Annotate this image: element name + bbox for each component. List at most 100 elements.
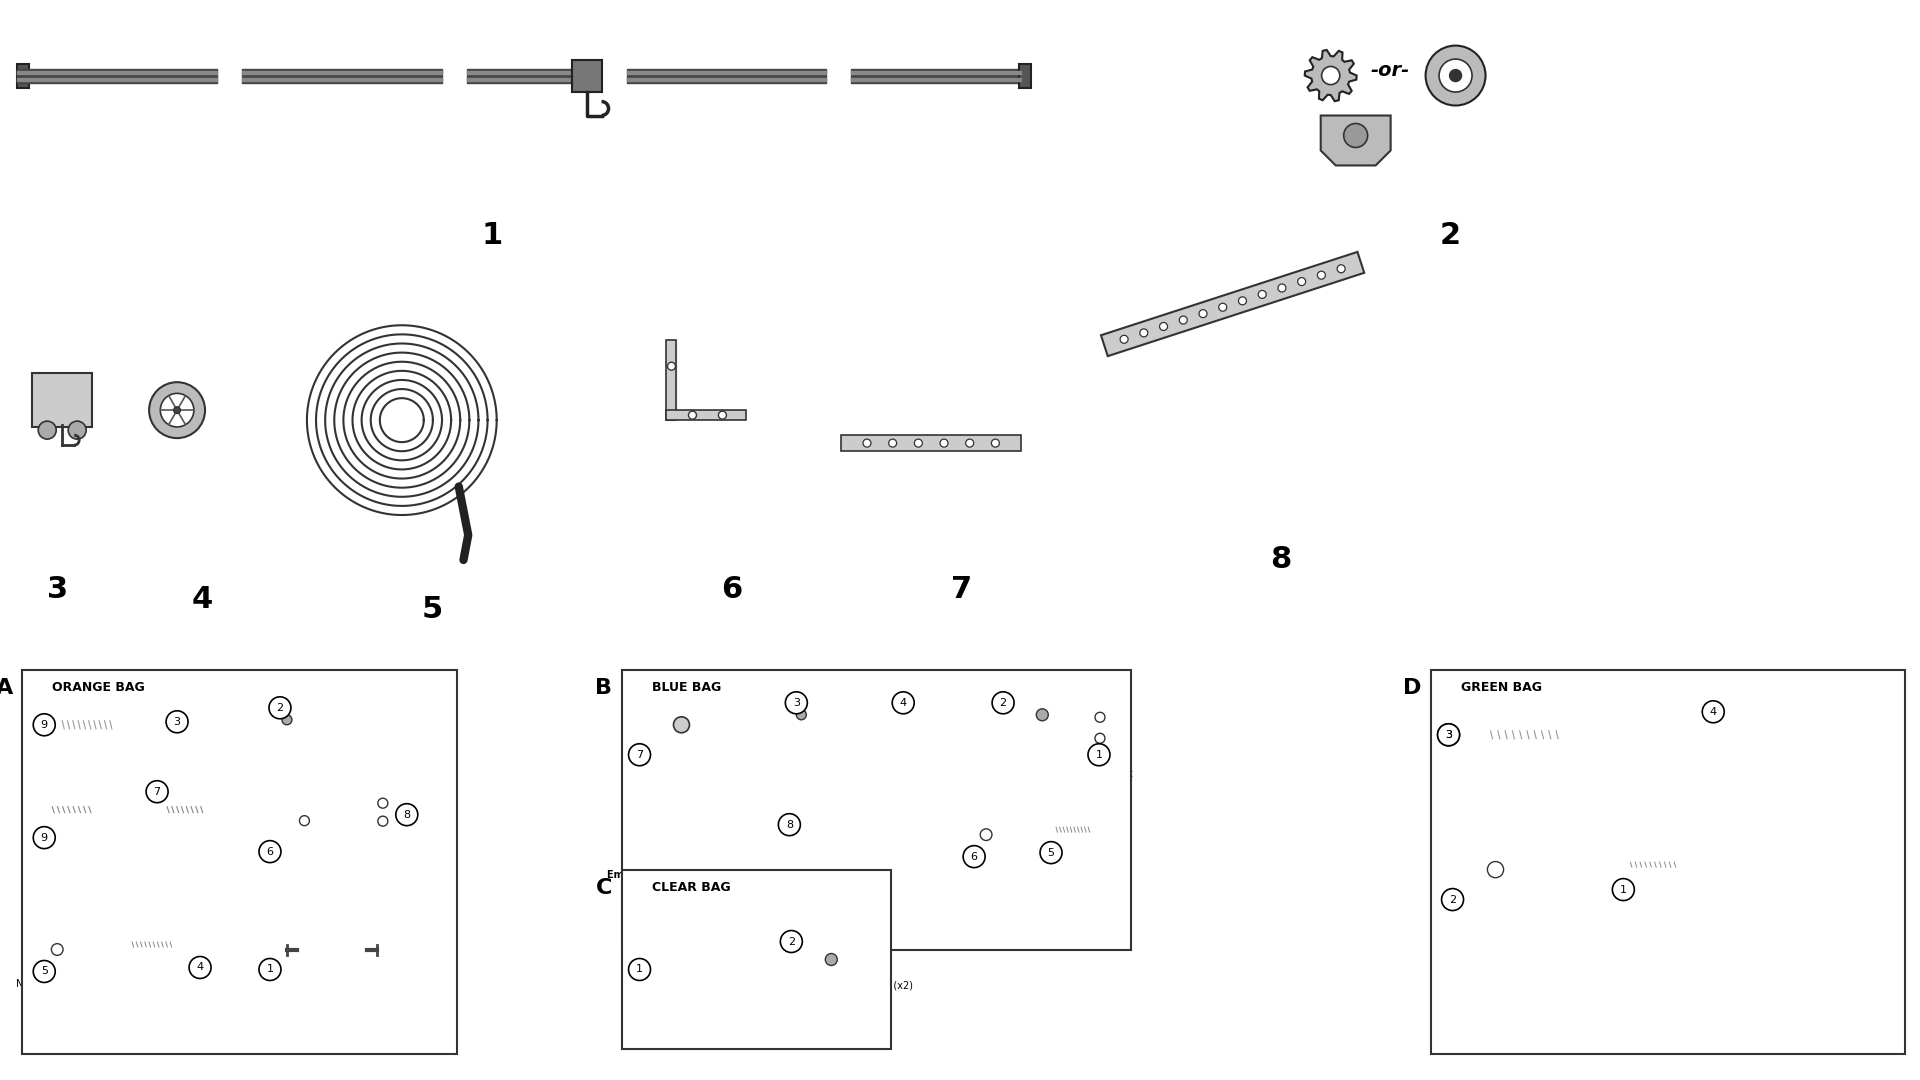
Circle shape [300,815,309,825]
Text: ORANGE BAG: ORANGE BAG [52,681,146,694]
FancyBboxPatch shape [622,869,891,1050]
Text: Screw Self Tap (x3): Screw Self Tap (x3) [981,727,1075,737]
Text: 3: 3 [1446,730,1452,740]
Circle shape [893,692,914,714]
Circle shape [150,382,205,438]
Text: #6-18 x 3/8"
Self-Tap Screw (x2): #6-18 x 3/8" Self-Tap Screw (x2) [822,970,914,991]
Circle shape [1238,297,1246,305]
FancyBboxPatch shape [572,59,601,92]
Text: 2: 2 [276,703,284,713]
Circle shape [1442,889,1463,910]
Circle shape [1279,284,1286,292]
Circle shape [785,692,806,714]
Circle shape [668,362,676,370]
FancyBboxPatch shape [666,340,676,420]
Circle shape [1037,708,1048,720]
Circle shape [1094,733,1106,743]
FancyBboxPatch shape [634,927,770,1012]
Circle shape [1438,724,1459,746]
Text: 1: 1 [267,964,273,974]
Text: 4: 4 [1709,706,1716,717]
Text: Nut 5/16-18 Serr.: Nut 5/16-18 Serr. [15,980,100,989]
Text: 3: 3 [46,576,67,605]
Text: 6: 6 [720,576,741,605]
Circle shape [628,744,651,766]
Circle shape [778,813,801,836]
Circle shape [1160,323,1167,330]
Text: 1/4"-20 - 3/4"
Self-drilling screw (x4): 1/4"-20 - 3/4" Self-drilling screw (x4) [142,825,252,847]
Text: 5/16"-18 - 3/4"
Bolt (x2): 5/16"-18 - 3/4" Bolt (x2) [1634,900,1707,921]
Text: 1: 1 [1096,750,1102,759]
Circle shape [1440,59,1473,92]
FancyBboxPatch shape [666,410,747,420]
FancyBboxPatch shape [1430,670,1905,1054]
Polygon shape [1563,727,1586,743]
Text: 4: 4 [192,585,213,615]
Circle shape [1298,278,1306,285]
Circle shape [780,931,803,953]
Text: 7: 7 [154,786,161,797]
Text: 1: 1 [636,964,643,974]
Text: 1: 1 [482,221,503,249]
Text: Turnbuckle: Turnbuckle [305,980,359,989]
FancyBboxPatch shape [1020,64,1031,87]
Circle shape [1258,291,1265,298]
Circle shape [889,440,897,447]
Circle shape [1488,862,1503,878]
Text: BLUE BAG: BLUE BAG [651,681,720,694]
Polygon shape [1476,732,1496,738]
Text: Header bracket: Header bracket [344,841,420,852]
Polygon shape [1321,116,1390,165]
Circle shape [628,959,651,981]
Circle shape [1613,879,1634,901]
Circle shape [1094,713,1106,723]
Circle shape [259,959,280,981]
Circle shape [159,393,194,427]
FancyBboxPatch shape [353,795,365,829]
Circle shape [146,781,169,802]
Circle shape [173,407,180,414]
Circle shape [797,710,806,719]
Circle shape [378,816,388,826]
Circle shape [1344,123,1367,148]
Text: CLEAR BAG: CLEAR BAG [651,881,730,894]
Polygon shape [641,698,722,753]
Text: 5: 5 [1048,848,1054,858]
Circle shape [862,440,872,447]
Text: Cover, Belt Retainer: Cover, Belt Retainer [653,1010,751,1020]
Polygon shape [175,937,198,951]
Circle shape [167,711,188,732]
Circle shape [1321,67,1340,84]
Text: 8: 8 [1271,545,1292,575]
Text: 5/16"-18  Lock nut,
serrated (x2): 5/16"-18 Lock nut, serrated (x2) [1450,894,1542,916]
Text: 3: 3 [1446,730,1452,740]
Text: Clevis Pin 5/16 x 1.75 (x2): Clevis Pin 5/16 x 1.75 (x2) [317,732,445,742]
Circle shape [1089,744,1110,766]
Polygon shape [46,936,69,962]
Text: Door Bracket: Door Bracket [1069,769,1133,779]
Polygon shape [48,721,67,728]
Polygon shape [1678,858,1705,872]
Circle shape [1703,701,1724,723]
Text: 7: 7 [950,576,972,605]
Circle shape [941,440,948,447]
Circle shape [282,715,292,725]
Text: 4: 4 [196,962,204,972]
Circle shape [1450,69,1461,82]
Text: GREEN BAG: GREEN BAG [1461,681,1542,694]
Text: D: D [1404,678,1423,698]
Circle shape [1198,310,1208,318]
Text: 5: 5 [420,595,442,624]
FancyBboxPatch shape [1100,252,1365,356]
Text: Emergency Release Handle: Emergency Release Handle [607,869,756,879]
Circle shape [981,828,993,840]
FancyBboxPatch shape [1081,706,1119,748]
Text: 1/4" x 3/4"
Insulated staple (x30): 1/4" x 3/4" Insulated staple (x30) [1667,759,1774,781]
Text: A: A [0,678,13,698]
Circle shape [964,846,985,867]
Circle shape [1336,265,1346,273]
Circle shape [1317,271,1325,279]
Text: Bolt 5/16-18 x 2: Bolt 5/16-18 x 2 [123,980,202,989]
Circle shape [52,944,63,956]
Circle shape [991,440,1000,447]
